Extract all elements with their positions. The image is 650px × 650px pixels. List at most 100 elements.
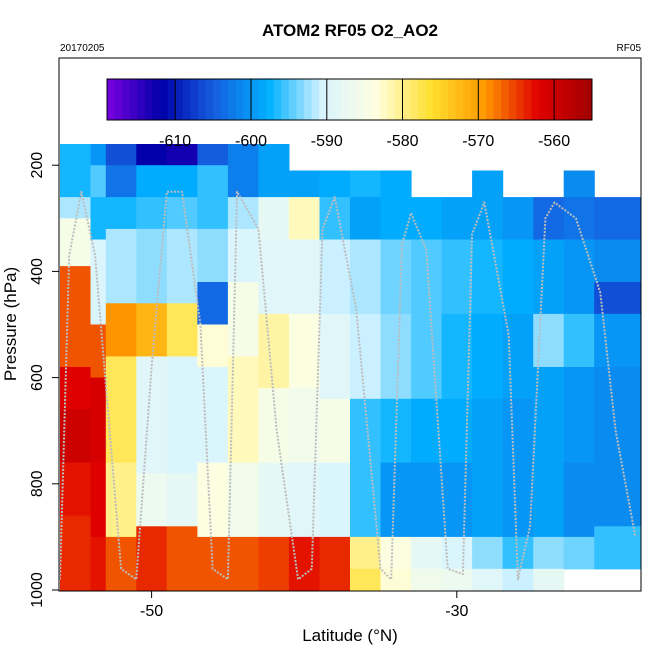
heatmap-cell — [197, 165, 229, 198]
heatmap-cell — [319, 536, 351, 591]
heatmap-cell — [563, 536, 595, 570]
heatmap-cell — [594, 239, 641, 283]
heatmap-cell — [166, 356, 198, 474]
heatmap-cell — [533, 367, 565, 464]
heatmap-cell — [197, 197, 229, 230]
heatmap-cell — [319, 197, 351, 241]
heatmap-cell — [594, 526, 641, 570]
heatmap-cell — [197, 228, 229, 283]
heatmap-cell — [380, 536, 412, 570]
colorbar-segment — [129, 79, 138, 120]
colorbar-segment — [493, 79, 502, 120]
heatmap-cell — [288, 239, 320, 315]
colorbar-segment — [508, 79, 517, 120]
colorbar-segment — [516, 79, 525, 120]
heatmap-cell — [350, 398, 382, 464]
heatmap-cell — [227, 462, 259, 538]
heatmap-cell — [197, 144, 229, 166]
heatmap-cell — [136, 356, 168, 474]
heatmap-cell — [288, 462, 320, 538]
heatmap-cell — [227, 144, 259, 198]
colorbar-segment — [182, 79, 191, 120]
y-tick-label: 400 — [29, 258, 46, 285]
x-axis: -50 -30 — [140, 591, 468, 620]
heatmap-cell — [594, 367, 641, 464]
colorbar-segment — [235, 79, 244, 120]
heatmap-cell — [136, 228, 168, 304]
colorbar-segment — [167, 79, 176, 120]
heatmap-cell — [563, 462, 595, 538]
heatmap-cell — [472, 197, 504, 241]
colorbar-segment — [311, 79, 320, 120]
heatmap-cell — [411, 313, 443, 400]
heatmap-cell — [411, 239, 443, 315]
heatmap-cell — [227, 228, 259, 283]
colorbar-segment — [319, 79, 328, 120]
heatmap-cell — [90, 239, 107, 326]
colorbar-segment — [523, 79, 532, 120]
heatmap-cell — [105, 144, 137, 166]
colorbar-segment — [364, 79, 373, 120]
colorbar-segment — [197, 79, 206, 120]
heatmap-cell — [90, 144, 107, 166]
heatmap-cell — [502, 313, 534, 400]
heatmap-cell — [563, 239, 595, 315]
heatmap-cell — [136, 165, 168, 198]
heatmap-cell — [197, 462, 229, 538]
heatmap-cell — [105, 228, 137, 304]
heatmap-cell — [136, 303, 168, 357]
heatmap-cell — [90, 377, 107, 464]
colorbar-segment — [296, 79, 305, 120]
colorbar-tick-label: -590 — [311, 133, 343, 150]
heatmap-cell — [166, 526, 198, 591]
heatmap-cell — [411, 197, 443, 241]
colorbar-segment — [213, 79, 222, 120]
heatmap-cell — [105, 303, 137, 357]
colorbar-segment — [546, 79, 555, 120]
colorbar-tick-label: -560 — [538, 133, 570, 150]
heatmap-cell — [60, 515, 92, 591]
heatmap-cell — [411, 568, 443, 591]
heatmap-cell — [319, 313, 351, 400]
chart-title: ATOM2 RF05 O2_AO2 — [262, 21, 438, 40]
colorbar-segment — [402, 79, 411, 120]
heatmap-cell — [166, 228, 198, 304]
colorbar-segment — [485, 79, 494, 120]
heatmap-cell — [594, 313, 641, 368]
colorbar-segment — [288, 79, 297, 120]
heatmap-cell — [258, 313, 290, 389]
heatmap-cell — [60, 462, 92, 517]
heatmap-cell — [166, 165, 198, 198]
colorbar-segment — [576, 79, 585, 120]
heatmap-cell — [60, 144, 92, 198]
heatmap-cell — [472, 398, 504, 464]
heatmap-cells — [60, 144, 641, 591]
colorbar-segment — [357, 79, 366, 120]
x-tick-label: -30 — [445, 603, 468, 620]
colorbar-segment — [394, 79, 403, 120]
heatmap-cell — [441, 462, 473, 538]
heatmap-cell — [472, 568, 504, 591]
heatmap-cell — [472, 239, 504, 315]
plot-frame — [58, 57, 642, 592]
colorbar-segment — [432, 79, 441, 120]
colorbar-segment — [304, 79, 313, 120]
heatmap-cell — [197, 324, 229, 368]
flight-label: RF05 — [617, 43, 642, 54]
colorbar-segment — [372, 79, 381, 120]
x-tick-label: -50 — [140, 603, 163, 620]
colorbar-segment — [258, 79, 267, 120]
heatmap-cell — [350, 568, 382, 591]
heatmap-cell — [350, 239, 382, 315]
y-tick-label: 600 — [29, 364, 46, 391]
colorbar-segment — [501, 79, 510, 120]
colorbar-segment — [160, 79, 169, 120]
flight-track-line — [59, 190, 637, 581]
heatmap-cell — [563, 170, 595, 198]
colorbar-segment — [538, 79, 547, 120]
heatmap-cell — [441, 398, 473, 464]
colorbar-segment — [175, 79, 184, 120]
heatmap-cell — [136, 526, 168, 591]
date-label: 20170205 — [60, 43, 105, 54]
heatmap-cell — [105, 165, 137, 198]
